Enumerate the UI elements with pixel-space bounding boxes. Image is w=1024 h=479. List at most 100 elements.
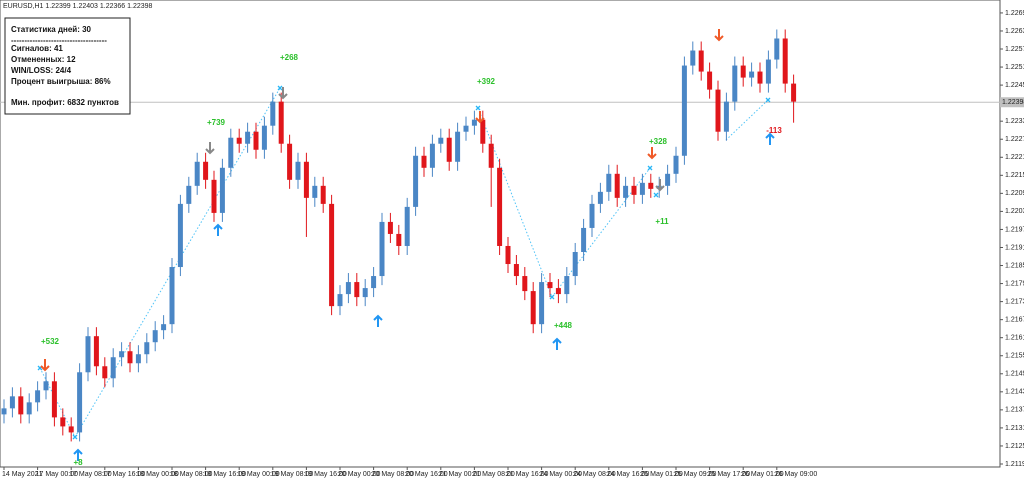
candle-body xyxy=(715,89,721,132)
candle-body xyxy=(581,227,587,252)
x-tick-label: 17 May 08:00 xyxy=(69,471,112,478)
candle-body xyxy=(295,161,301,180)
candle-body xyxy=(597,191,603,204)
y-tick-label: 1.22035 xyxy=(1005,208,1024,215)
candle-body xyxy=(480,119,486,144)
candle-body xyxy=(791,83,797,102)
candle-body xyxy=(539,282,545,325)
candle-body xyxy=(51,381,57,418)
candle-body xyxy=(446,137,452,162)
signal-arrow xyxy=(647,147,657,160)
y-tick-label: 1.22095 xyxy=(1005,190,1024,197)
candle-body xyxy=(547,282,553,289)
signal-arrow xyxy=(40,359,50,372)
y-tick-label: 1.21495 xyxy=(1005,371,1024,378)
y-tick-label: 1.21615 xyxy=(1005,335,1024,342)
candle-body xyxy=(782,38,788,84)
candle-body xyxy=(211,179,217,213)
candle-body xyxy=(589,203,595,228)
signal-arrow xyxy=(714,29,724,42)
candle-body xyxy=(371,276,377,289)
candle-body xyxy=(698,50,704,72)
y-tick-label: 1.21435 xyxy=(1005,389,1024,396)
x-tick-label: 25 May 01:00 xyxy=(640,471,683,478)
candle-body xyxy=(379,221,385,277)
signal-cross xyxy=(765,97,771,103)
candle-body xyxy=(749,71,755,78)
candle-body xyxy=(396,233,402,246)
candle-body xyxy=(606,173,612,192)
x-tick-label: 17 May 00:00 xyxy=(36,471,79,478)
candle-body xyxy=(236,137,242,144)
info-line: ------------------------------------ xyxy=(11,36,107,45)
x-tick-label: 26 May 01:00 xyxy=(741,471,784,478)
candle-body xyxy=(463,125,469,132)
candle-body xyxy=(219,167,225,213)
candle-body xyxy=(312,185,318,198)
signal-cross xyxy=(549,294,555,300)
candle-body xyxy=(732,65,738,102)
candle-body xyxy=(127,351,133,364)
x-tick-label: 20 May 08:00 xyxy=(372,471,415,478)
candle-body xyxy=(18,396,24,415)
candle-body xyxy=(765,59,771,84)
x-tick-label: 18 May 08:00 xyxy=(170,471,213,478)
candle-body xyxy=(421,155,427,168)
candle-body xyxy=(245,131,251,144)
candle-body xyxy=(530,291,536,325)
y-tick-label: 1.22515 xyxy=(1005,64,1024,71)
candle-body xyxy=(85,336,91,373)
candle-body xyxy=(665,173,671,186)
y-tick-label: 1.22335 xyxy=(1005,118,1024,125)
y-tick-label: 1.21735 xyxy=(1005,298,1024,305)
candle-body xyxy=(362,288,368,298)
candle-body xyxy=(1,408,7,415)
y-tick-label: 1.21795 xyxy=(1005,280,1024,287)
signal-arrow xyxy=(73,448,83,461)
x-tick-label: 14 May 2021 xyxy=(2,471,43,478)
candle-body xyxy=(471,119,477,126)
signal-cross xyxy=(475,105,481,111)
info-line: Процент выигрыша: 86% xyxy=(11,77,111,86)
profit-label: +532 xyxy=(41,337,60,346)
signal-line xyxy=(74,87,281,438)
info-line: Мин. профит: 6832 пунктов xyxy=(11,98,119,107)
candle-body xyxy=(270,101,276,126)
y-tick-label: 1.21975 xyxy=(1005,226,1024,233)
signal-cross xyxy=(653,192,659,198)
profit-label: +11 xyxy=(655,217,669,226)
candle-body xyxy=(261,125,267,150)
candle-body xyxy=(119,351,125,358)
candle-body xyxy=(681,65,687,156)
candle-body xyxy=(177,203,183,268)
signal-arrow xyxy=(373,314,383,327)
candle-body xyxy=(522,276,528,292)
price-tag xyxy=(1000,97,1024,108)
signal-arrow xyxy=(765,132,775,145)
x-tick-label: 20 May 00:00 xyxy=(338,471,381,478)
x-tick-label: 25 May 09:00 xyxy=(674,471,717,478)
x-tick-label: 19 May 16:00 xyxy=(304,471,347,478)
x-tick-label: 25 May 17:00 xyxy=(708,471,751,478)
price-tag-label: 1.22398 xyxy=(1002,99,1024,106)
candle-body xyxy=(152,330,158,343)
candle-body xyxy=(723,101,729,132)
candle-body xyxy=(555,288,561,295)
candle-body xyxy=(68,426,74,433)
signal-cross xyxy=(647,165,653,171)
x-tick-label: 21 May 08:00 xyxy=(472,471,515,478)
candle-body xyxy=(623,185,629,198)
candle-body xyxy=(513,264,519,277)
y-tick-label: 1.21915 xyxy=(1005,244,1024,251)
candle-body xyxy=(757,71,763,84)
candle-body xyxy=(354,282,360,298)
candle-body xyxy=(564,276,570,295)
candle-body xyxy=(26,402,32,415)
x-tick-label: 18 May 00:00 xyxy=(136,471,179,478)
candle-body xyxy=(345,282,351,295)
candle-body xyxy=(337,294,343,307)
signal-arrow xyxy=(278,87,288,100)
candle-body xyxy=(639,182,645,195)
profit-label: +8 xyxy=(73,458,83,467)
